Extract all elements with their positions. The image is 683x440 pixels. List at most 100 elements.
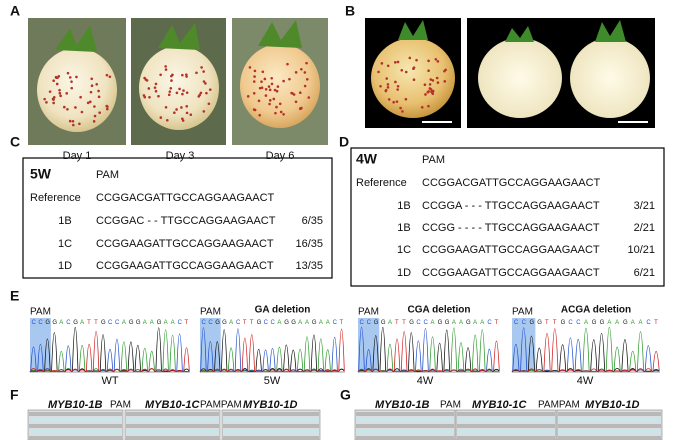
seed [48, 90, 52, 93]
seed [159, 73, 162, 77]
seed [189, 113, 193, 117]
label: PAMPAM [538, 400, 580, 411]
alignment-row [356, 436, 454, 440]
seed [208, 88, 212, 91]
seed [52, 79, 55, 82]
alignment-row [558, 424, 661, 428]
seed [258, 86, 262, 90]
seed [78, 122, 81, 126]
seed [68, 76, 72, 79]
alignment-row [558, 430, 661, 434]
label: 1D [397, 267, 411, 279]
seed [380, 62, 384, 65]
seed [415, 58, 418, 62]
seed [298, 91, 302, 95]
seed [273, 88, 277, 92]
label: ACGA deletion [561, 305, 631, 316]
alignment-row [356, 424, 454, 428]
seed [272, 97, 276, 101]
seed [307, 96, 311, 99]
label: 2/21 [634, 222, 655, 234]
label: 3/21 [634, 200, 655, 212]
seed [175, 91, 179, 95]
seed [252, 80, 256, 83]
label: 6/21 [634, 267, 655, 279]
alignment-row [558, 412, 661, 416]
label: 13/35 [295, 260, 323, 272]
seed [181, 92, 184, 96]
seed [70, 86, 74, 90]
photo [365, 18, 461, 128]
seed [181, 117, 184, 121]
seed [404, 97, 408, 101]
seed [143, 76, 146, 80]
seed [90, 84, 94, 87]
label: MYB10-1D [243, 399, 297, 411]
seed [202, 70, 205, 73]
label: 1D [58, 260, 72, 272]
label: B [345, 3, 355, 19]
alignment-row [558, 418, 661, 422]
label: Day 6 [266, 150, 295, 162]
seed [89, 90, 93, 94]
trace [29, 331, 190, 373]
seed [303, 71, 307, 74]
seed [274, 111, 277, 115]
alignment-row [29, 430, 122, 434]
seed [185, 111, 189, 115]
photo [28, 18, 126, 145]
seed [385, 77, 389, 80]
seed [97, 89, 100, 93]
photo [467, 18, 655, 128]
seed [198, 93, 202, 97]
trace [29, 333, 190, 373]
alignment-row [457, 424, 555, 428]
label: 1B [397, 222, 410, 234]
seed [253, 75, 256, 78]
label: Day 3 [166, 150, 195, 162]
seed [246, 95, 250, 98]
seed [170, 79, 173, 82]
seed [303, 84, 307, 88]
seed [79, 95, 82, 99]
seed [299, 107, 302, 110]
seed [185, 91, 189, 94]
label: Reference [356, 177, 407, 189]
alignment-row [457, 436, 555, 440]
seed [80, 110, 84, 114]
label: 1C [397, 244, 411, 256]
seed [443, 80, 447, 83]
trace [511, 328, 660, 373]
label: PAM [422, 154, 445, 166]
seed [276, 85, 280, 88]
seed [58, 88, 61, 92]
seed [154, 82, 158, 86]
seed [268, 99, 272, 102]
seed [159, 116, 163, 119]
label: CCGGA - - - TTGCCAGGAAGAACT [422, 200, 600, 212]
seed [263, 77, 267, 81]
seed [200, 66, 203, 69]
seed [396, 88, 399, 91]
pam-highlight [200, 318, 221, 372]
seed [68, 119, 72, 123]
alignment-row [223, 430, 319, 434]
seed [434, 57, 438, 61]
seed [275, 105, 278, 109]
seed [268, 102, 271, 106]
seed [282, 79, 285, 83]
seed [253, 108, 257, 112]
seed [420, 105, 424, 109]
label: 4W [356, 151, 378, 167]
seed [395, 100, 399, 103]
alignment-row [126, 412, 219, 416]
alignment-row [29, 418, 122, 422]
seed [261, 70, 265, 74]
seed [436, 60, 440, 63]
seed [164, 105, 168, 109]
seed [207, 102, 211, 106]
seed [164, 65, 167, 68]
seed [286, 62, 289, 66]
